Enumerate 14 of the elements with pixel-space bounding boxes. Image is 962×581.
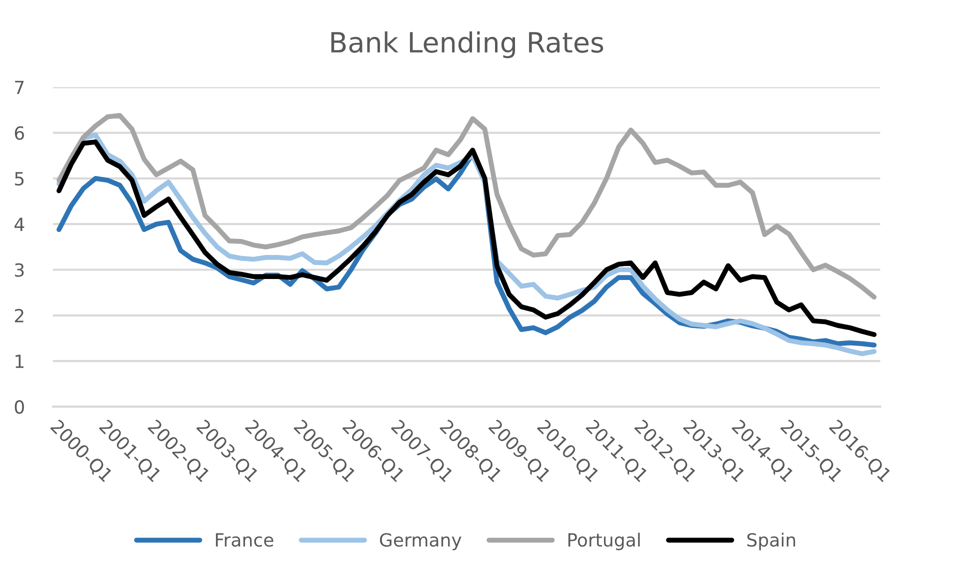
line-series	[56, 113, 877, 300]
y-tick-label: 5	[15, 172, 24, 186]
y-tick-label: 1	[16, 354, 24, 368]
y-tick-label: 7	[15, 80, 24, 94]
y-tick-label: 2	[14, 308, 24, 322]
y-tick-label: 0	[14, 400, 24, 414]
y-tick-label: 4	[14, 218, 24, 231]
y-tick-label: 3	[15, 263, 24, 277]
legend-label: France	[216, 533, 274, 547]
y-tick-label: 6	[14, 126, 24, 140]
legend-label: Germany	[380, 533, 462, 550]
chart-title: Bank Lending Rates	[331, 31, 604, 58]
legend-label: Spain	[747, 532, 796, 550]
legend-label: Portugal	[568, 532, 640, 550]
